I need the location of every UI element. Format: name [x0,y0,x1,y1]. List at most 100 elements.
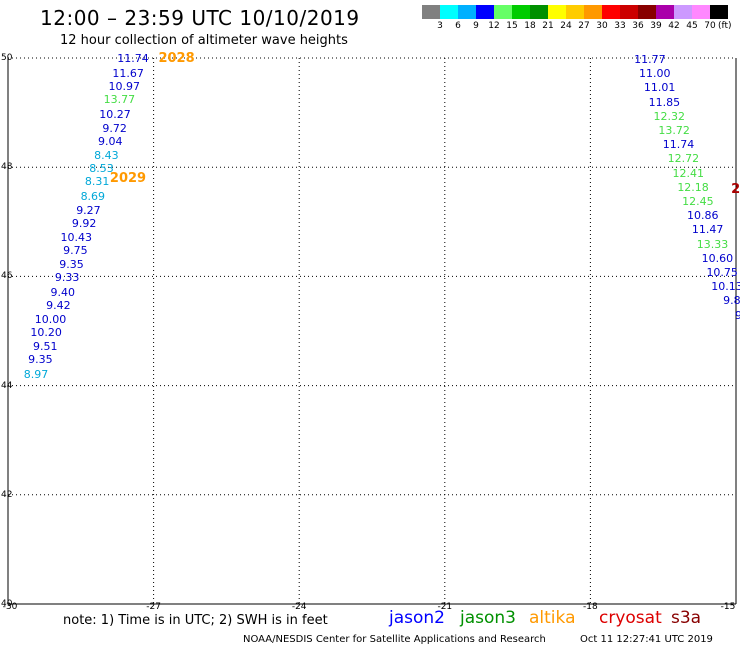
legend-value: 30 [596,21,608,31]
wave-height-label: 9.42 [46,298,71,312]
wave-height-label: 9.35 [28,353,53,367]
lon-tick-label: -15 [720,602,736,612]
legend-value: 15 [506,21,518,31]
lat-tick-label: 44 [1,380,13,391]
wave-height-label: 9.40 [50,285,75,299]
lon-tick-label: -30 [2,602,18,612]
wave-height-label: 12.18 [677,180,709,194]
legend-swatch [710,5,728,19]
wave-height-label: 11.77 [634,53,666,67]
wave-height-label: 12.32 [653,109,686,123]
satellite-jason3: jason3 [460,608,516,628]
legend-swatch [584,5,602,19]
legend-swatch [602,5,620,19]
legend-value: 9 [473,21,479,31]
pass-number-label: 2029 [109,171,147,187]
wave-height-label: 9.35 [59,258,84,272]
legend-swatch [530,5,548,19]
lat-tick-label: 46 [1,271,13,282]
satellite-jason2: jason2 [389,608,445,628]
wave-height-label: 12.45 [682,195,714,209]
legend-swatch [566,5,584,19]
legend-value: 39 [650,21,662,31]
wave-height-label: 8.69 [80,189,106,203]
pass-number-label: 2028 [158,51,195,66]
footer-credit: NOAA/NESDIS Center for Satellite Applica… [243,634,546,645]
legend-value: 70 [704,21,716,31]
legend-swatch [638,5,656,19]
legend-swatch [440,5,458,19]
legend-swatch [692,5,710,19]
wave-height-label: 10.13 [711,280,740,294]
legend-swatch [656,5,674,19]
wave-height-label: 13.33 [696,237,729,251]
lon-tick-label: -21 [437,602,453,612]
wave-height-label: 11.85 [648,95,681,109]
legend-value: 36 [632,21,644,31]
wave-height-label: 9.27 [76,203,101,217]
wave-height-label: 12.41 [672,166,704,180]
wave-height-label: 8.43 [94,149,119,163]
legend-value: 12 [488,21,500,31]
lon-tick-label: -27 [146,602,161,612]
wave-height-label: 9.04 [98,134,123,148]
legend-swatch [512,5,530,19]
legend-swatch [548,5,566,19]
wave-height-label: 11.67 [112,67,144,81]
wave-height-label: 8.31 [84,175,110,189]
wave-height-label: 10.20 [30,326,62,340]
footer-timestamp: Oct 11 12:27:41 UTC 2019 [580,634,713,645]
legend-value: 6 [455,21,461,31]
page-subtitle: 12 hour collection of altimeter wave hei… [60,33,348,48]
legend-swatch [620,5,638,19]
lon-tick-label: -18 [583,602,598,612]
lat-tick-label: 50 [1,53,13,63]
lat-tick-label: 48 [1,162,13,173]
legend-value: 24 [560,21,572,31]
legend-value: 18 [524,21,536,31]
wave-height-label: 9.83 [723,294,740,308]
wave-height-label: 9.51 [33,340,58,354]
legend-value: 3 [437,21,443,31]
wave-height-label: 9.33 [54,271,80,285]
wave-height-label: 11.74 [662,138,695,152]
wave-height-label: 8.97 [23,367,49,381]
wave-height-label: 10.27 [99,107,131,121]
wave-height-label: 10.43 [60,231,92,245]
wave-height-label: 10.75 [706,266,738,280]
wave-height-label: 9.75 [63,244,88,258]
wave-height-label: 10.86 [687,209,719,223]
legend-unit: (ft) [718,21,732,31]
legend-swatch [674,5,692,19]
wave-height-label: 13.72 [658,124,690,138]
wave-height-label: 13.77 [103,93,136,107]
wave-height-label: 10.97 [108,80,141,94]
wave-height-label: 10.00 [34,312,67,326]
satellite-cryosat: cryosat [599,608,662,628]
legend-value: 33 [614,21,626,31]
lon-tick-label: -24 [291,602,307,612]
lat-tick-label: 42 [1,489,13,500]
wave-height-label: 11.74 [117,52,149,65]
satellite-altika: altika [529,608,576,628]
lat-tick-label: 40 [1,599,13,609]
legend-swatch [422,5,440,19]
wave-height-label: 10.60 [701,251,734,265]
legend-swatch [476,5,494,19]
wave-height-label: 12.72 [667,152,700,166]
wave-height-label: 8.53 [89,162,114,176]
wave-height-label: 11.01 [643,81,676,95]
wave-height-label: 9.72 [102,121,127,135]
legend-value: 27 [578,21,590,31]
legend-swatch [458,5,476,19]
satellite-s3a: s3a [671,608,702,628]
wave-height-label: 9.6 [735,308,740,322]
legend-swatch [494,5,512,19]
footer-note: note: 1) Time is in UTC; 2) SWH is in fe… [63,613,328,628]
page-title: 12:00 – 23:59 UTC 10/10/2019 [40,6,360,30]
wave-height-label: 11.47 [691,223,724,237]
wave-height-label: 11.00 [638,67,671,81]
legend-value: 45 [686,21,698,31]
